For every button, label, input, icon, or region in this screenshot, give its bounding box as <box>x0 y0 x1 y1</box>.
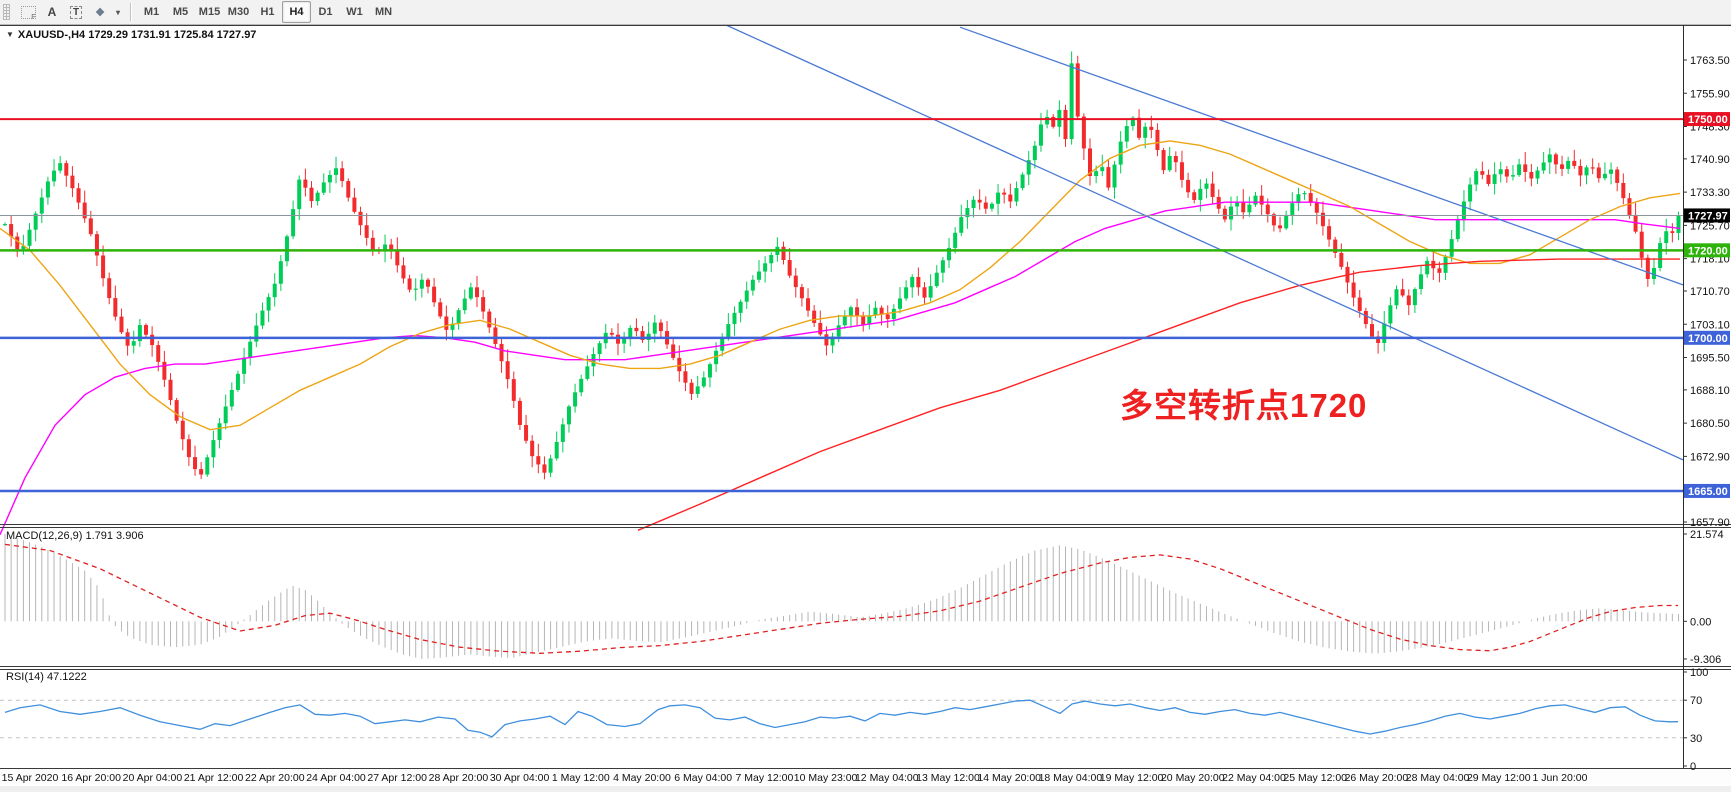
ma-mid-magenta <box>0 201 1681 535</box>
toolbar-separator <box>130 3 131 21</box>
tf-button-m30[interactable]: M30 <box>227 6 250 18</box>
collapse-caret-icon[interactable]: ▼ <box>6 30 14 39</box>
rsi-indicator-label: RSI(14) 47.1222 <box>6 671 87 683</box>
trendlines-layer <box>725 24 1684 461</box>
price-tick-label: 1688.10 <box>1690 385 1730 397</box>
price-tick-label: 1763.50 <box>1690 55 1730 67</box>
time-label: 18 May 04:00 <box>1039 772 1103 784</box>
price-levels-layer <box>0 118 1683 493</box>
price-tick-label: 1733.30 <box>1690 187 1730 199</box>
time-label: 19 May 12:00 <box>1100 772 1164 784</box>
level-badge-1700.00 <box>1684 330 1730 345</box>
panel-frames <box>0 25 1731 769</box>
level-badge-1700.00-text: 1700.00 <box>1688 333 1728 345</box>
tf-button-mn[interactable]: MN <box>374 6 393 18</box>
rsi-scale-label: 30 <box>1690 733 1702 745</box>
time-label: 28 Apr 20:00 <box>429 772 489 784</box>
time-label: 25 May 12:00 <box>1283 772 1347 784</box>
rsi-scale-label: 100 <box>1690 667 1708 679</box>
level-badge-1720.00 <box>1684 243 1730 258</box>
time-label: 6 May 04:00 <box>674 772 732 784</box>
macd-signal-line <box>4 543 1678 654</box>
price-tick-label: 1725.70 <box>1690 220 1730 232</box>
time-label: 14 May 20:00 <box>977 772 1041 784</box>
current-price-badge <box>1684 208 1730 223</box>
moving-averages-layer <box>0 140 1681 535</box>
time-label: 10 May 23:00 <box>794 772 858 784</box>
current-price-badge-text: 1727.97 <box>1688 210 1728 222</box>
tf-button-h4[interactable]: H4 <box>282 1 311 23</box>
price-tick-label: 1672.90 <box>1690 451 1730 463</box>
price-tick-label: 1680.50 <box>1690 418 1730 430</box>
rsi-scale-label: 70 <box>1690 695 1702 707</box>
price-scale: 1763.501755.901748.301740.901733.301725.… <box>1683 55 1730 529</box>
ma-fast-orange <box>0 140 1681 431</box>
level-badge-1750.00-text: 1750.00 <box>1688 114 1728 126</box>
toolbar: F A T ❖ ▾ M1 M5 M15 M30 H1 H4 D1 W1 MN <box>0 0 1731 25</box>
level-badge-1720.00-text: 1720.00 <box>1688 245 1728 257</box>
macd-layer <box>4 534 1679 659</box>
tf-button-w1[interactable]: W1 <box>346 6 363 18</box>
time-label: 28 May 04:00 <box>1406 772 1470 784</box>
time-label: 24 Apr 04:00 <box>306 772 366 784</box>
time-label: 26 May 20:00 <box>1345 772 1409 784</box>
price-tick-label: 1740.90 <box>1690 154 1730 166</box>
tf-button-m1[interactable]: M1 <box>143 6 160 18</box>
text-label-tool-icon[interactable]: T <box>64 1 88 23</box>
indicator-properties-icon[interactable]: F <box>16 1 40 23</box>
level-badge-1750.00 <box>1684 112 1730 127</box>
time-label: 22 May 04:00 <box>1222 772 1286 784</box>
level-badge-1665.00 <box>1684 483 1730 498</box>
time-label: 20 Apr 04:00 <box>123 772 183 784</box>
time-label: 15 Apr 2020 <box>2 772 59 784</box>
font-tool-icon[interactable]: A <box>47 5 57 19</box>
tf-button-h1[interactable]: H1 <box>260 6 275 18</box>
symbol-ohlc-readout[interactable]: ▼ XAUUSD-,H4 1729.29 1731.91 1725.84 1727… <box>6 29 256 41</box>
time-label: 1 May 12:00 <box>552 772 610 784</box>
rsi-layer <box>0 699 1683 739</box>
price-tick-label: 1755.90 <box>1690 88 1730 100</box>
time-label: 7 May 12:00 <box>736 772 794 784</box>
tf-button-m15[interactable]: M15 <box>198 6 221 18</box>
price-tick-label: 1703.10 <box>1690 319 1730 331</box>
price-tick-label: 1695.50 <box>1690 353 1730 365</box>
descending-trendline-minor[interactable] <box>959 26 1684 286</box>
window-bottom-edge <box>0 786 1731 792</box>
objects-cascade-icon[interactable]: ❖ <box>95 6 105 19</box>
tf-button-d1[interactable]: D1 <box>318 6 333 18</box>
time-label: 20 May 20:00 <box>1161 772 1225 784</box>
time-axis: 15 Apr 2020 16 Apr 20:00 20 Apr 04:00 21 Ap… <box>2 772 1588 784</box>
time-label: 22 Apr 20:00 <box>245 772 305 784</box>
annotation-text: 多空转折点1720 <box>1120 387 1368 424</box>
descending-trendline-major[interactable] <box>725 24 1684 461</box>
ma-slow-red <box>637 258 1680 531</box>
time-label: 21 Apr 12:00 <box>184 772 244 784</box>
time-label: 12 May 04:00 <box>855 772 919 784</box>
macd-scale-label: 0.00 <box>1690 616 1711 628</box>
time-label: 16 Apr 20:00 <box>61 772 121 784</box>
level-badge-1665.00-text: 1665.00 <box>1688 486 1728 498</box>
rsi-line <box>4 699 1679 738</box>
time-label: 13 May 12:00 <box>916 772 980 784</box>
macd-scale-label: 21.574 <box>1690 529 1724 541</box>
price-tick-label: 1657.90 <box>1690 517 1730 529</box>
macd-scale-label: -9.306 <box>1690 654 1721 666</box>
time-label: 27 Apr 12:00 <box>367 772 427 784</box>
time-label: 29 May 12:00 <box>1467 772 1531 784</box>
panel-backgrounds <box>0 25 1731 785</box>
price-tick-label: 1710.70 <box>1690 286 1730 298</box>
rsi-scale-label: 0 <box>1690 761 1696 773</box>
time-label: 4 May 20:00 <box>613 772 671 784</box>
toolbar-grip-handle[interactable] <box>3 4 10 20</box>
symbol-ohlc-text: XAUUSD-,H4 1729.29 1731.91 1725.84 1727.… <box>17 29 257 41</box>
time-label: 1 Jun 20:00 <box>1533 772 1588 784</box>
time-label: 30 Apr 04:00 <box>490 772 550 784</box>
tf-button-m5[interactable]: M5 <box>172 6 189 18</box>
objects-dropdown-caret[interactable]: ▾ <box>115 7 120 17</box>
macd-indicator-label: MACD(12,26,9) 1.791 3.906 <box>6 530 144 542</box>
